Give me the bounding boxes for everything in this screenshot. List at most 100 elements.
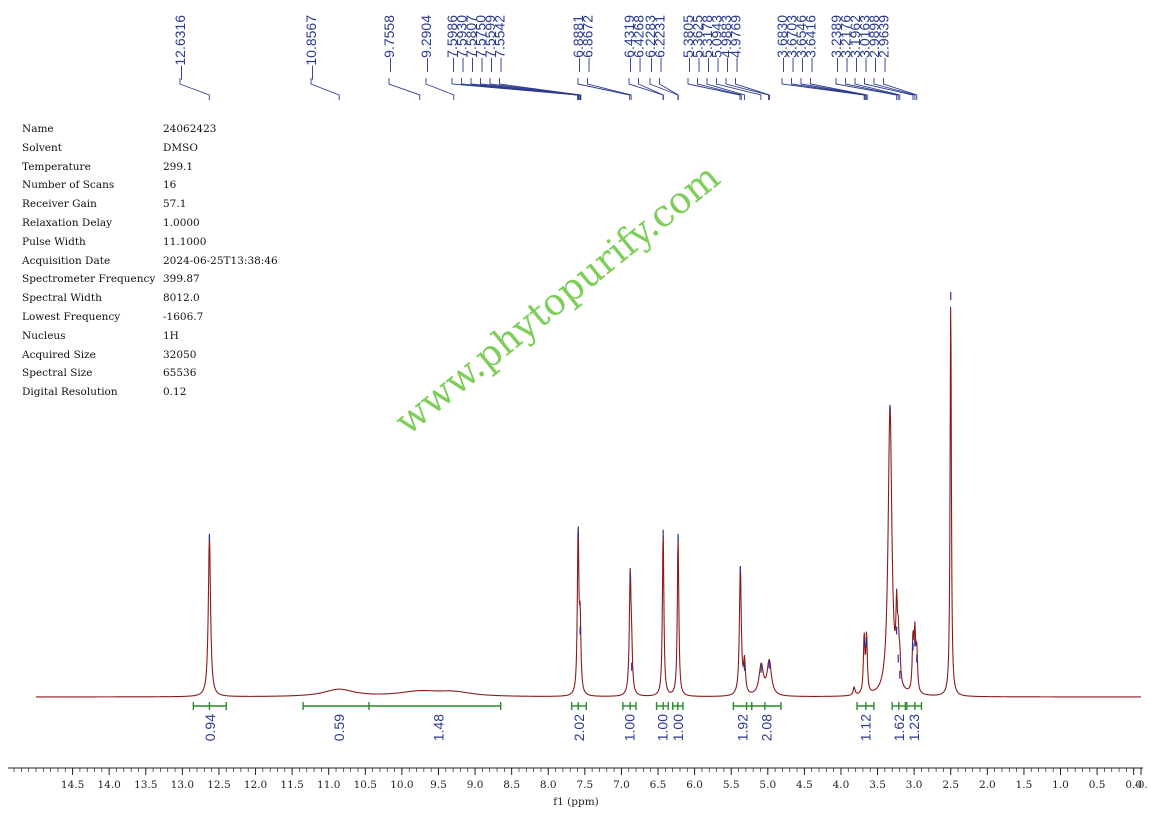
peak-label-connector (716, 78, 762, 100)
param-value: 0.12 (163, 386, 187, 399)
param-name: Spectral Size (22, 367, 93, 380)
x-tick-label: 14.0 (97, 779, 120, 791)
x-tick-label: 11.5 (280, 779, 303, 791)
x-tick-label: 6.5 (650, 779, 667, 791)
peak-label-connector (461, 78, 579, 100)
param-name: Digital Resolution (22, 386, 118, 399)
peak-label-connector (577, 78, 631, 100)
param-value: 299.1 (163, 160, 194, 173)
x-tick-label: -0. (1134, 779, 1148, 791)
peak-label-connector (706, 78, 745, 100)
peak-label: —12.6316 (172, 15, 188, 80)
param-row: Receiver Gain 57.1 (22, 195, 278, 214)
param-row: Temperature 299.1 (22, 158, 278, 177)
x-tick-label: 8.5 (503, 779, 520, 791)
param-name: Lowest Frequency (22, 310, 121, 323)
param-name: Relaxation Delay (22, 216, 113, 229)
integral-value: 1.12 (857, 714, 873, 741)
peak-label-connector (659, 78, 679, 100)
x-tick-label: 5.0 (759, 779, 776, 791)
x-tick-label: 1.5 (1016, 779, 1033, 791)
x-tick-label: 0.0 (1125, 779, 1142, 791)
peak-label-connector (781, 78, 865, 100)
param-name: Number of Scans (22, 179, 115, 192)
peak-label: —10.8567 (303, 15, 319, 80)
peak-label-connector (638, 78, 664, 100)
peak-label-connector (697, 78, 742, 100)
x-tick-label: 1.0 (1052, 779, 1069, 791)
x-tick-label: 6.0 (686, 779, 703, 791)
peak-label-connector (499, 78, 582, 100)
param-row: Number of Scans 16 (22, 176, 278, 195)
x-axis: 14.5 14.0 13.5 13.0 12.5 12.0 11.5 11.0 10.5 10.0… (8, 767, 1148, 791)
x-tick-label: 5.5 (723, 779, 740, 791)
peak-label: —3.6546 (793, 15, 809, 72)
param-value: DMSO (163, 141, 198, 154)
peak-label: —7.5750 (473, 15, 489, 72)
x-tick-label: 0.5 (1089, 779, 1106, 791)
param-row: Lowest Frequency -1606.7 (22, 308, 278, 327)
x-tick-label: 12.0 (244, 779, 267, 791)
peak-label-connector (854, 78, 901, 100)
param-row: Acquired Size 32050 (22, 346, 278, 365)
peak-label: —9.7558 (381, 15, 397, 72)
peak-label: —3.6703 (784, 15, 800, 72)
peak-label: —5.3178 (699, 15, 715, 72)
peak-label-connector (687, 78, 741, 100)
integral-value: 2.02 (571, 714, 587, 741)
integral-value: 0.94 (202, 714, 218, 741)
peak-label-connector (587, 78, 632, 100)
peak-label: —4.9769 (728, 15, 744, 72)
x-tick-label: 13.0 (171, 779, 194, 791)
param-name: Spectrometer Frequency (22, 273, 156, 286)
integral-value: 0.59 (331, 714, 347, 741)
peak-label: —7.5986 (444, 15, 460, 72)
integral-value: 1.00 (621, 714, 637, 741)
param-value: -1606.7 (163, 310, 204, 323)
peak-label-connector (864, 78, 914, 100)
peak-label: —5.3625 (690, 15, 706, 72)
peak-label: —3.2176 (838, 15, 854, 72)
peak-label: —5.0943 (709, 15, 725, 72)
param-value: 1.0000 (163, 216, 200, 229)
spectrum-group (36, 291, 1141, 698)
x-tick-label: 9.5 (430, 779, 447, 791)
peak-label: —5.3805 (680, 15, 696, 72)
peak-label: —3.1962 (847, 15, 863, 72)
x-axis-label: f1 (ppm) (553, 796, 599, 808)
peak-label: —9.2904 (418, 15, 434, 72)
x-tick-label: 2.0 (979, 779, 996, 791)
integral-value: 1.48 (430, 714, 446, 741)
param-row: Relaxation Delay 1.0000 (22, 214, 278, 233)
peak-label: —7.5807 (463, 15, 479, 72)
integral-value: 1.00 (670, 714, 686, 741)
x-tick-label: 13.5 (134, 779, 157, 791)
peak-label: —2.9898 (866, 15, 882, 72)
peak-label-connector (791, 78, 866, 100)
param-name: Acquisition Date (22, 254, 111, 267)
x-tick-label: 8.0 (540, 779, 557, 791)
x-tick-label: 7.0 (613, 779, 630, 791)
x-tick-label: 2.5 (942, 779, 959, 791)
param-row: Pulse Width 11.1000 (22, 233, 278, 252)
peak-label: —6.8672 (580, 15, 596, 72)
param-row: Spectral Size 65536 (22, 364, 278, 383)
peak-label: —3.6416 (803, 15, 819, 72)
param-row: Spectral Width 8012.0 (22, 289, 278, 308)
peak-label-connector (628, 78, 664, 100)
param-name: Nucleus (22, 329, 66, 342)
param-row: Name 24062423 (22, 120, 278, 139)
peak-label-connector (388, 78, 421, 100)
peak-label-connector (800, 78, 867, 100)
peak-label-connector (810, 78, 868, 100)
peak-label: —6.4268 (631, 15, 647, 72)
param-name: Spectral Width (22, 292, 102, 305)
x-tick-label: 3.0 (906, 779, 923, 791)
param-value: 32050 (163, 348, 197, 361)
param-row: Digital Resolution 0.12 (22, 383, 278, 402)
x-tick-label: 14.5 (61, 779, 84, 791)
peak-label: —7.5542 (492, 15, 508, 72)
param-value: 65536 (163, 367, 197, 380)
